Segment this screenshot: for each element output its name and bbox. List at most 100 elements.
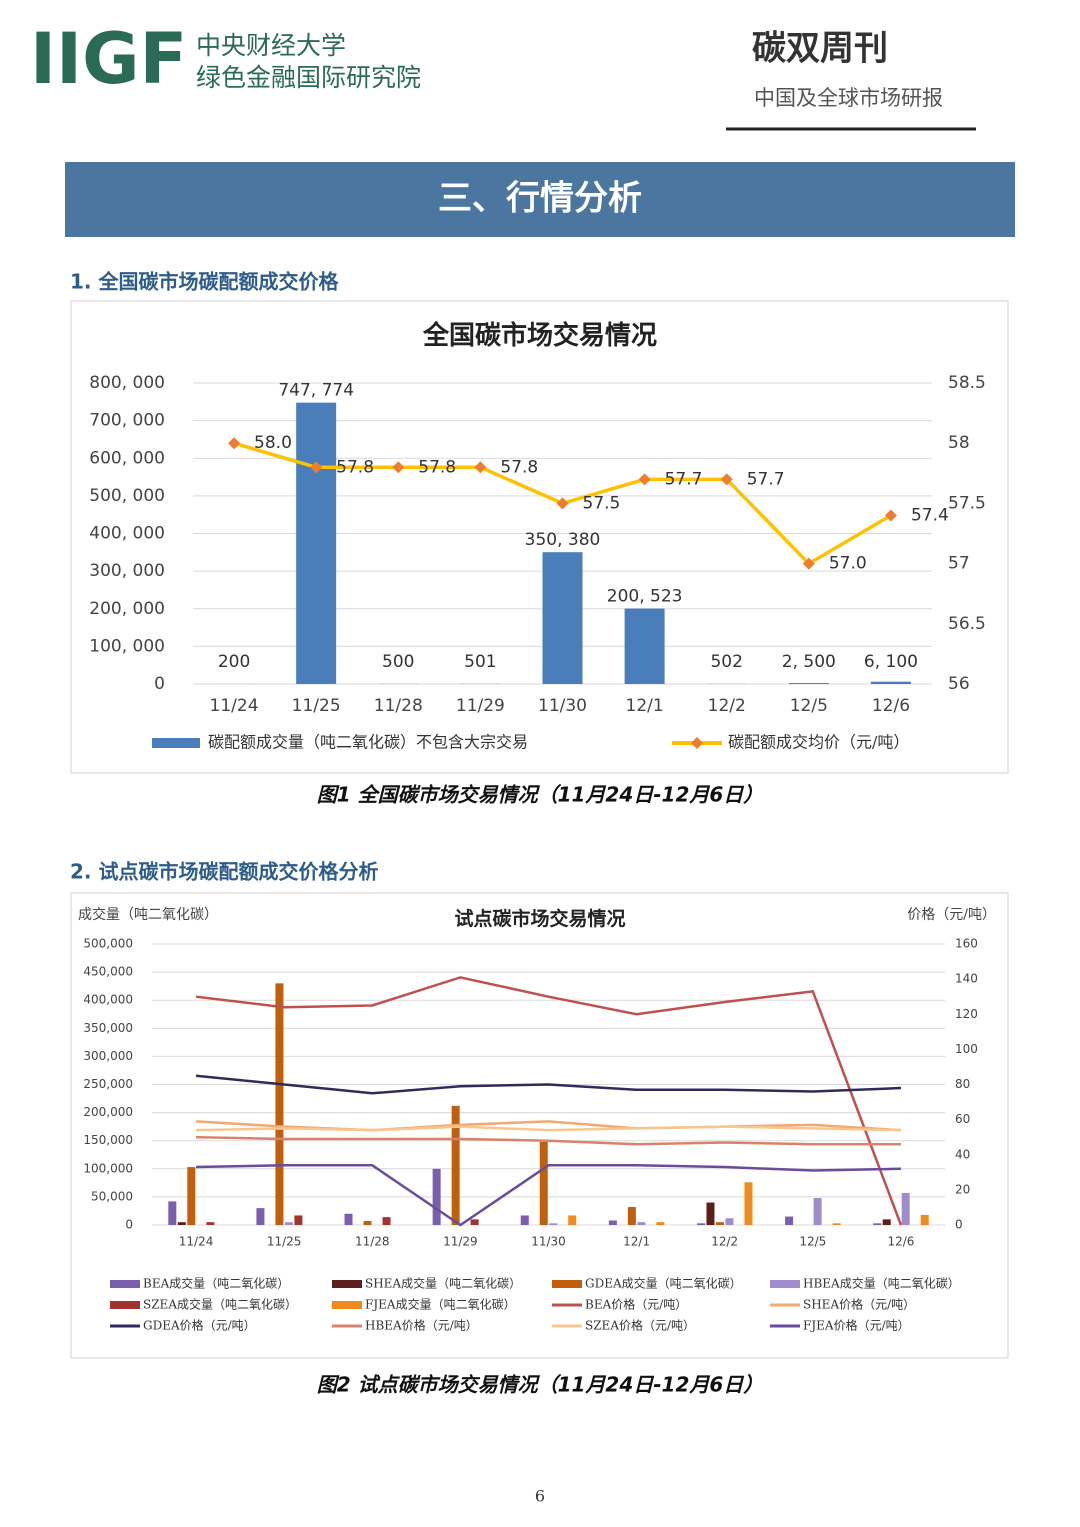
line (195, 976, 903, 1226)
data-label: 57.5 (583, 493, 621, 513)
bar (168, 1201, 177, 1225)
legend-swatch (110, 1280, 140, 1288)
bar (627, 1207, 636, 1225)
y2-tick-label: 100 (955, 1042, 978, 1056)
data-label: 200, 523 (607, 587, 683, 607)
bar (363, 1221, 372, 1225)
y-tick-label: 300, 000 (89, 561, 165, 581)
y-tick-label: 500, 000 (89, 486, 165, 506)
y-tick-label: 400, 000 (89, 524, 165, 544)
y2-tick-label: 40 (955, 1147, 970, 1161)
bar (344, 1213, 353, 1225)
data-label: 57.8 (500, 457, 538, 477)
legend-label: GDEA成交量（吨二氧化碳） (585, 1276, 742, 1291)
x-tick-label: 11/30 (538, 696, 587, 716)
legend-label: HBEA价格（元/吨） (365, 1318, 478, 1333)
data-label: 2, 500 (782, 652, 836, 672)
data-label: 350, 380 (525, 530, 601, 550)
bar (284, 1222, 293, 1225)
x-tick-label: 12/6 (872, 696, 910, 716)
marker (228, 437, 241, 450)
chart-frame (70, 892, 1009, 1359)
marker (720, 473, 733, 486)
x-tick-label: 11/24 (210, 696, 259, 716)
y2-tick-label: 60 (955, 1112, 970, 1126)
chart-title: 全国碳市场交易情况 (422, 320, 657, 351)
bar (177, 1222, 186, 1225)
bar (788, 683, 829, 684)
bar (873, 1223, 882, 1225)
bar (256, 1208, 265, 1225)
y-tick-label: 250,000 (83, 1077, 133, 1091)
x-tick-label: 12/5 (790, 696, 828, 716)
legend-label: SZEA成交量（吨二氧化碳） (143, 1297, 297, 1312)
bar (520, 1215, 529, 1225)
bar (206, 1222, 215, 1225)
y2-tick-label: 57.5 (948, 493, 986, 513)
y-tick-label: 0 (125, 1218, 133, 1232)
x-tick-label: 12/1 (626, 696, 664, 716)
bar (382, 1217, 391, 1225)
y-tick-label: 300,000 (83, 1049, 133, 1063)
data-label: 747, 774 (278, 381, 354, 401)
bar (813, 1198, 822, 1225)
pub-title: 碳双周刊 (752, 29, 888, 69)
data-label: 57.4 (911, 505, 949, 525)
page-number: 6 (535, 1487, 545, 1506)
y-tick-label: 450,000 (83, 965, 133, 979)
legend-swatch (332, 1280, 362, 1288)
y2-tick-label: 58.5 (948, 373, 986, 393)
y-tick-label: 350,000 (83, 1021, 133, 1035)
legend-label: 碳配额成交量（吨二氧化碳）不包含大宗交易 (208, 733, 528, 752)
x-tick-label: 12/2 (711, 1235, 738, 1249)
bar (539, 1141, 548, 1225)
y2-tick-label: 20 (955, 1182, 970, 1196)
y-tick-label: 100,000 (83, 1161, 133, 1175)
legend-label: SHEA价格（元/吨） (803, 1297, 915, 1312)
x-tick-label: 11/24 (179, 1235, 214, 1249)
bar (901, 1192, 910, 1225)
bar (294, 1215, 303, 1225)
bar (549, 1223, 558, 1225)
x-tick-label: 11/28 (355, 1235, 390, 1249)
data-label: 6, 100 (864, 652, 918, 672)
bar (785, 1216, 794, 1225)
bar (832, 1223, 841, 1225)
y2-tick-label: 140 (955, 972, 978, 986)
bar (624, 608, 665, 684)
y-tick-label: 500,000 (83, 937, 133, 951)
legend-swatch (110, 1301, 140, 1309)
y2-tick-label: 56.5 (948, 614, 986, 634)
legend-swatch (332, 1301, 362, 1309)
x-tick-label: 11/25 (267, 1235, 302, 1249)
section-banner (65, 162, 1015, 237)
subheading: 2. 试点碳市场碳配额成交价格分析 (70, 860, 378, 884)
marker (310, 461, 323, 474)
data-label: 58.0 (254, 433, 292, 453)
y-tick-label: 200, 000 (89, 599, 165, 619)
bar (744, 1182, 753, 1225)
y-tick-label: 100, 000 (89, 636, 165, 656)
x-tick-label: 11/29 (443, 1235, 478, 1249)
y-tick-label: 150,000 (83, 1133, 133, 1147)
legend-label: 碳配额成交均价（元/吨） (728, 733, 909, 752)
legend-label: SZEA价格（元/吨） (585, 1318, 695, 1333)
bar (432, 1168, 441, 1225)
legend-label: SHEA成交量（吨二氧化碳） (365, 1276, 521, 1291)
x-tick-label: 12/5 (799, 1235, 826, 1249)
bar (542, 552, 583, 684)
axis-title: 成交量（吨二氧化碳） (78, 906, 218, 923)
legend-marker (691, 737, 703, 749)
bar (656, 1222, 665, 1225)
x-tick-label: 11/30 (531, 1235, 566, 1249)
y2-tick-label: 160 (955, 937, 978, 951)
caption: 图2 试点碳市场交易情况（11月24日-12月6日） (317, 1373, 764, 1397)
y-tick-label: 800, 000 (89, 373, 165, 393)
legend-label: FJEA成交量（吨二氧化碳） (365, 1297, 516, 1312)
legend-swatch (552, 1280, 582, 1288)
bar (470, 1219, 479, 1225)
legend-swatch (152, 738, 200, 748)
x-tick-label: 11/28 (374, 696, 423, 716)
bar (715, 1222, 724, 1225)
